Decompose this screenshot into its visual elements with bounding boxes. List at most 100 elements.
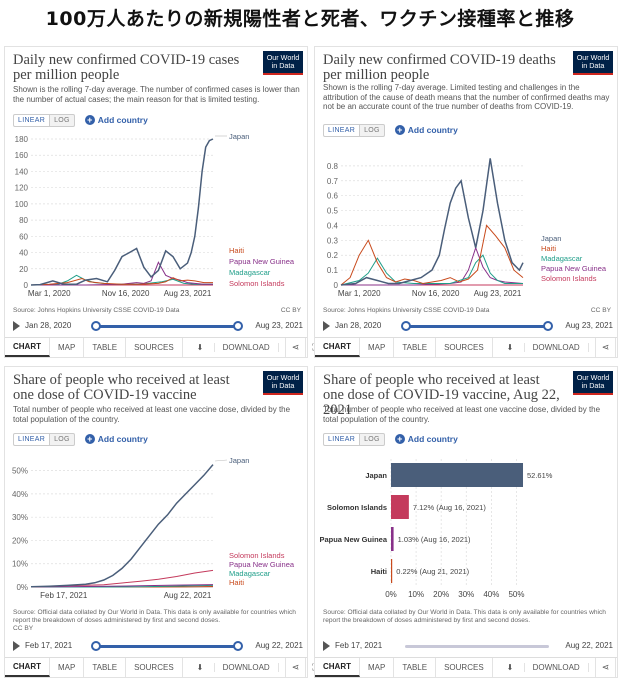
bar-solomon-islands xyxy=(391,495,409,519)
linear-toggle[interactable]: LINEAR xyxy=(323,432,361,446)
tab-table[interactable]: TABLE xyxy=(84,338,127,357)
tab-sources[interactable]: SOURCES xyxy=(436,658,493,677)
legend-label: Papua New Guinea xyxy=(541,264,607,273)
share-icon[interactable]: ⋖ xyxy=(596,338,617,357)
y-tick-label: 120 xyxy=(15,184,29,193)
y-tick-label: 0.6 xyxy=(327,192,339,201)
cases-chart: 0 20 40 60 80 100 120 140 160 180 Mar 1, 2020 Nov 1… xyxy=(15,132,295,298)
panel-title: Daily new confirmed COVID-19 deaths per … xyxy=(323,52,556,83)
tab-table[interactable]: TABLE xyxy=(394,658,437,677)
source-text: Source: Official data collated by Our Wo… xyxy=(13,609,296,624)
download-label: DOWNLOAD xyxy=(525,343,589,352)
tab-table[interactable]: TABLE xyxy=(394,338,437,357)
timeline-end-handle[interactable] xyxy=(543,321,553,331)
timeline-start-handle[interactable] xyxy=(401,321,411,331)
bar-category-label: Solomon Islands xyxy=(327,503,387,512)
add-country-button[interactable]: + Add country xyxy=(394,434,458,444)
y-tick-label: 100 xyxy=(15,200,29,209)
tab-chart[interactable]: CHART xyxy=(315,338,360,357)
add-country-label: Add country xyxy=(97,115,148,125)
timeline-track[interactable] xyxy=(405,325,549,328)
timeline: Feb 17, 2021 Aug 22, 2021 xyxy=(323,639,613,653)
y-tick-label: 80 xyxy=(19,216,28,225)
panel-tabs: CHART MAP TABLE SOURCES ⬇ DOWNLOAD ⋖ ⛶ xyxy=(5,337,326,357)
add-country-button[interactable]: + Add country xyxy=(84,434,148,444)
tab-chart[interactable]: CHART xyxy=(5,338,50,357)
owid-logo[interactable]: Our World in Data xyxy=(573,371,613,395)
download-label: DOWNLOAD xyxy=(525,663,589,672)
play-icon[interactable] xyxy=(13,321,20,331)
legend-label: Solomon Islands xyxy=(541,274,597,283)
tab-map[interactable]: MAP xyxy=(360,338,395,357)
cases-panel: Daily new confirmed COVID-19 cases per m… xyxy=(4,46,326,358)
x-tick-label: Aug 23, 2021 xyxy=(164,289,212,298)
y-tick-label: 0.4 xyxy=(327,221,339,230)
x-tick-label: Mar 1, 2020 xyxy=(28,289,71,298)
download-icon: ⬇ xyxy=(189,343,215,352)
y-tick-label: 0% xyxy=(16,583,28,592)
tab-chart[interactable]: CHART xyxy=(5,658,50,677)
play-icon[interactable] xyxy=(323,321,330,331)
add-country-button[interactable]: + Add country xyxy=(394,125,458,135)
source-note: Source: Official data collated by Our Wo… xyxy=(13,609,303,633)
tab-sources[interactable]: SOURCES xyxy=(436,338,493,357)
add-country-button[interactable]: + Add country xyxy=(84,115,148,125)
tab-download[interactable]: ⬇ DOWNLOAD xyxy=(493,338,596,357)
timeline-track[interactable] xyxy=(95,645,239,648)
linear-toggle[interactable]: LINEAR xyxy=(323,123,361,137)
play-icon[interactable] xyxy=(323,641,330,651)
x-tick-label: 10% xyxy=(408,590,424,599)
owid-logo[interactable]: Our World in Data xyxy=(263,371,303,395)
legend-label: Papua New Guinea xyxy=(229,560,295,569)
tab-map[interactable]: MAP xyxy=(50,658,85,677)
tab-sources[interactable]: SOURCES xyxy=(126,658,183,677)
page-title: 100万人あたりの新規陽性者と死者、ワクチン接種率と推移 xyxy=(45,8,575,30)
tab-download[interactable]: ⬇ DOWNLOAD xyxy=(493,658,596,677)
share-icon[interactable]: ⋖ xyxy=(286,338,307,357)
timeline-end-handle[interactable] xyxy=(233,641,243,651)
tab-map[interactable]: MAP xyxy=(50,338,85,357)
panel-subtitle: Total number of people who received at l… xyxy=(13,405,291,424)
linear-toggle[interactable]: LINEAR xyxy=(13,432,51,446)
panel-title: Share of people who received at least on… xyxy=(13,372,230,403)
y-tick-label: 0.3 xyxy=(327,236,339,245)
linear-toggle[interactable]: LINEAR xyxy=(13,113,51,127)
timeline-track[interactable] xyxy=(405,645,549,648)
y-tick-label: 40 xyxy=(19,249,28,258)
log-toggle[interactable]: LOG xyxy=(50,432,75,446)
play-icon[interactable] xyxy=(13,641,20,651)
share-icon[interactable]: ⋖ xyxy=(286,658,307,677)
download-icon: ⬇ xyxy=(499,343,525,352)
share-icon[interactable]: ⋖ xyxy=(596,658,617,677)
tab-table[interactable]: TABLE xyxy=(84,658,127,677)
timeline-start-handle[interactable] xyxy=(91,321,101,331)
y-tick-label: 10% xyxy=(12,560,28,569)
log-toggle[interactable]: LOG xyxy=(50,113,75,127)
vaccine-line-chart: 0% 10% 20% 30% 40% 50% Feb 17, 2021 Aug 22, 202… xyxy=(12,456,295,600)
add-country-label: Add country xyxy=(97,434,148,444)
timeline-start-handle[interactable] xyxy=(91,641,101,651)
deaths-panel: Daily new confirmed COVID-19 deaths per … xyxy=(314,46,618,358)
fullscreen-icon[interactable]: ⛶ xyxy=(616,338,620,357)
tab-sources[interactable]: SOURCES xyxy=(126,338,183,357)
license: CC BY xyxy=(590,307,611,314)
owid-logo[interactable]: Our World in Data xyxy=(573,51,613,75)
tab-chart[interactable]: CHART xyxy=(315,658,360,677)
tab-download[interactable]: ⬇ DOWNLOAD xyxy=(183,658,286,677)
plus-icon: + xyxy=(84,115,95,125)
y-tick-label: 0.8 xyxy=(327,162,339,171)
log-toggle[interactable]: LOG xyxy=(360,432,385,446)
timeline-end-handle[interactable] xyxy=(233,321,243,331)
plus-icon: + xyxy=(394,434,405,444)
timeline-end: Aug 22, 2021 xyxy=(255,641,303,650)
tab-download[interactable]: ⬇ DOWNLOAD xyxy=(183,338,286,357)
fullscreen-icon[interactable]: ⛶ xyxy=(616,658,620,677)
deaths-chart: 0 0.1 0.2 0.3 0.4 0.5 0.6 0.7 0.8 Mar 1, 2020 Nov … xyxy=(327,158,607,298)
series-line-japan xyxy=(30,138,214,286)
add-country-label: Add country xyxy=(407,125,458,135)
tab-map[interactable]: MAP xyxy=(360,658,395,677)
owid-logo[interactable]: Our World in Data xyxy=(263,51,303,75)
log-toggle[interactable]: LOG xyxy=(360,123,385,137)
timeline-track[interactable] xyxy=(95,325,239,328)
source-note: Source: Official data collated by Our Wo… xyxy=(323,609,606,624)
